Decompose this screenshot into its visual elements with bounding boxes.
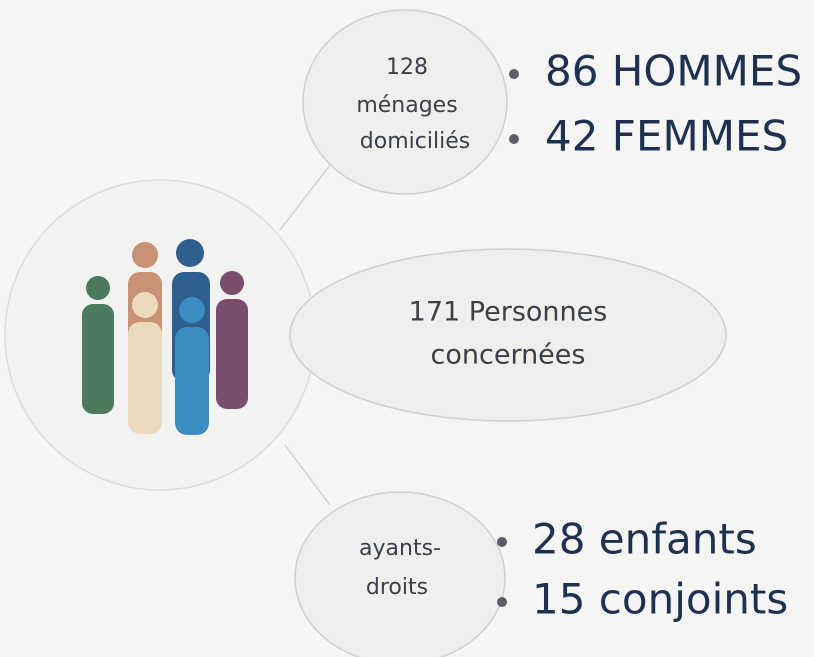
people-icon [82, 239, 248, 435]
node-label: ménages [356, 93, 457, 118]
connector [284, 444, 331, 506]
item: 86 HOMMES [545, 47, 802, 96]
item: 28 enfants [532, 515, 757, 564]
node-ellipse [294, 491, 506, 657]
node-label: ayants- [359, 536, 441, 561]
bullet [509, 69, 519, 79]
node-label: droits [366, 575, 428, 600]
node-ellipse [289, 248, 727, 422]
node-ellipse [302, 9, 508, 195]
bullet [509, 134, 519, 144]
bullet [497, 537, 507, 547]
node-label: concernées [431, 340, 586, 371]
bullet [497, 597, 507, 607]
node-label: 171 Personnes [409, 297, 608, 328]
item: 42 FEMMES [545, 112, 788, 161]
node-label: 128 [386, 55, 428, 80]
connector [279, 164, 331, 231]
item: 15 conjoints [532, 575, 788, 624]
node-label: domiciliés [360, 129, 470, 154]
